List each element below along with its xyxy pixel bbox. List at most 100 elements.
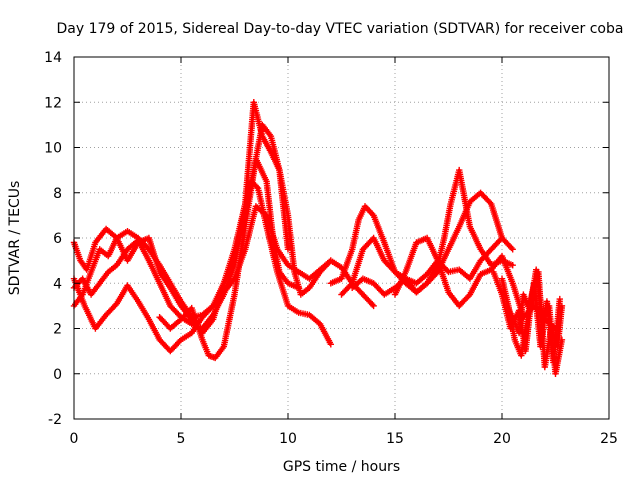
data-point-markers (306, 311, 322, 326)
x-axis-label: GPS time / hours (283, 459, 400, 475)
data-point-markers (441, 203, 454, 242)
data-point-markers (124, 241, 141, 264)
data-point-markers (381, 257, 397, 274)
data-point-markers (242, 157, 259, 230)
x-tick-label: 0 (70, 431, 79, 447)
data-point-markers (156, 261, 173, 285)
data-point-markers (381, 285, 397, 298)
data-point-markers (338, 281, 355, 298)
data-point-markers (503, 302, 515, 319)
data-point-markers (276, 268, 290, 285)
data-point-markers (284, 212, 298, 273)
data-point-markers (156, 268, 173, 290)
data-point-markers (199, 313, 215, 332)
data-point-markers (92, 313, 108, 332)
data-point-markers (113, 284, 130, 307)
data-point-markers (359, 275, 375, 286)
data-point-markers (83, 241, 98, 273)
data-point-markers (291, 268, 304, 296)
data-point-markers (498, 275, 512, 307)
data-point-markers (456, 166, 473, 228)
data-point-markers (276, 166, 291, 217)
data-point-markers (445, 225, 462, 253)
data-point-markers (102, 301, 119, 319)
data-point-markers (252, 123, 266, 162)
data-point-markers (156, 280, 173, 308)
data-point-markers (466, 272, 483, 298)
y-tick-label: 2 (53, 322, 62, 338)
data-point-marker (327, 341, 334, 348)
series-track-3 (70, 155, 302, 337)
data-point-markers (145, 257, 162, 285)
data-point-markers (199, 336, 212, 357)
data-point-markers (220, 263, 237, 298)
data-point-markers (370, 212, 387, 244)
data-point-markers (488, 236, 504, 253)
y-tick-label: 4 (53, 276, 62, 292)
data-point-markers (113, 247, 130, 269)
series-track-12 (503, 266, 566, 377)
x-tick-label: 20 (493, 431, 511, 447)
series-layer (70, 99, 566, 377)
data-point-markers (212, 345, 226, 362)
data-point-markers (209, 293, 226, 319)
data-point-markers (167, 338, 183, 355)
series-track-5 (156, 121, 377, 362)
chart-title: Day 179 of 2015, Sidereal Day-to-day VTE… (57, 21, 624, 37)
data-point-markers (231, 225, 249, 298)
data-point-markers (124, 282, 141, 303)
data-point-markers (413, 281, 429, 296)
y-tick-label: 6 (53, 231, 62, 247)
data-point-markers (242, 101, 257, 208)
y-tick-label: 12 (44, 95, 62, 111)
y-tick-label: 14 (44, 50, 62, 66)
x-tick-label: 10 (279, 431, 297, 447)
series-track-7 (338, 234, 506, 298)
data-point-markers (413, 272, 429, 287)
data-point-markers (338, 248, 355, 282)
data-point-markers (87, 248, 103, 276)
grid (74, 57, 609, 419)
x-tick-label: 15 (386, 431, 404, 447)
data-point-markers (423, 234, 441, 262)
data-point-markers (434, 257, 451, 294)
data-point-markers (402, 241, 419, 276)
data-point-markers (105, 263, 119, 276)
axis-ticks: 0 5 10 15 20 25 -2 0 2 4 6 8 10 12 14 (44, 50, 618, 447)
y-tick-label: 0 (53, 367, 62, 383)
data-point-marker (509, 261, 516, 269)
data-point-markers (199, 317, 215, 337)
data-point-markers (456, 292, 472, 310)
data-point-markers (498, 252, 516, 285)
data-point-markers (252, 203, 269, 218)
data-point-markers (135, 298, 151, 321)
data-point-markers (267, 133, 283, 172)
data-point-markers (295, 268, 311, 281)
data-point-markers (199, 304, 215, 321)
data-point-marker (556, 295, 563, 303)
data-point-marker (558, 336, 566, 344)
data-point-markers (413, 235, 429, 246)
data-point-markers (391, 270, 408, 298)
data-point-markers (242, 205, 259, 253)
data-point-markers (349, 276, 365, 291)
x-tick-label: 25 (600, 431, 618, 447)
data-point-markers (466, 259, 483, 282)
data-point-markers (284, 302, 301, 315)
data-point-markers (167, 317, 183, 332)
data-point-markers (220, 293, 238, 350)
data-point-markers (490, 268, 505, 296)
data-point-marker (284, 246, 292, 253)
data-point-markers (423, 263, 440, 287)
data-point-markers (105, 236, 120, 260)
data-point-markers (124, 228, 140, 241)
data-point-markers (349, 248, 366, 287)
data-point-markers (297, 285, 311, 298)
data-point-marker (509, 246, 516, 253)
data-point-markers (145, 234, 163, 274)
series-track-8 (349, 166, 516, 298)
data-point-markers (488, 200, 505, 240)
y-tick-label: 10 (44, 141, 62, 157)
data-point-markers (96, 270, 111, 287)
